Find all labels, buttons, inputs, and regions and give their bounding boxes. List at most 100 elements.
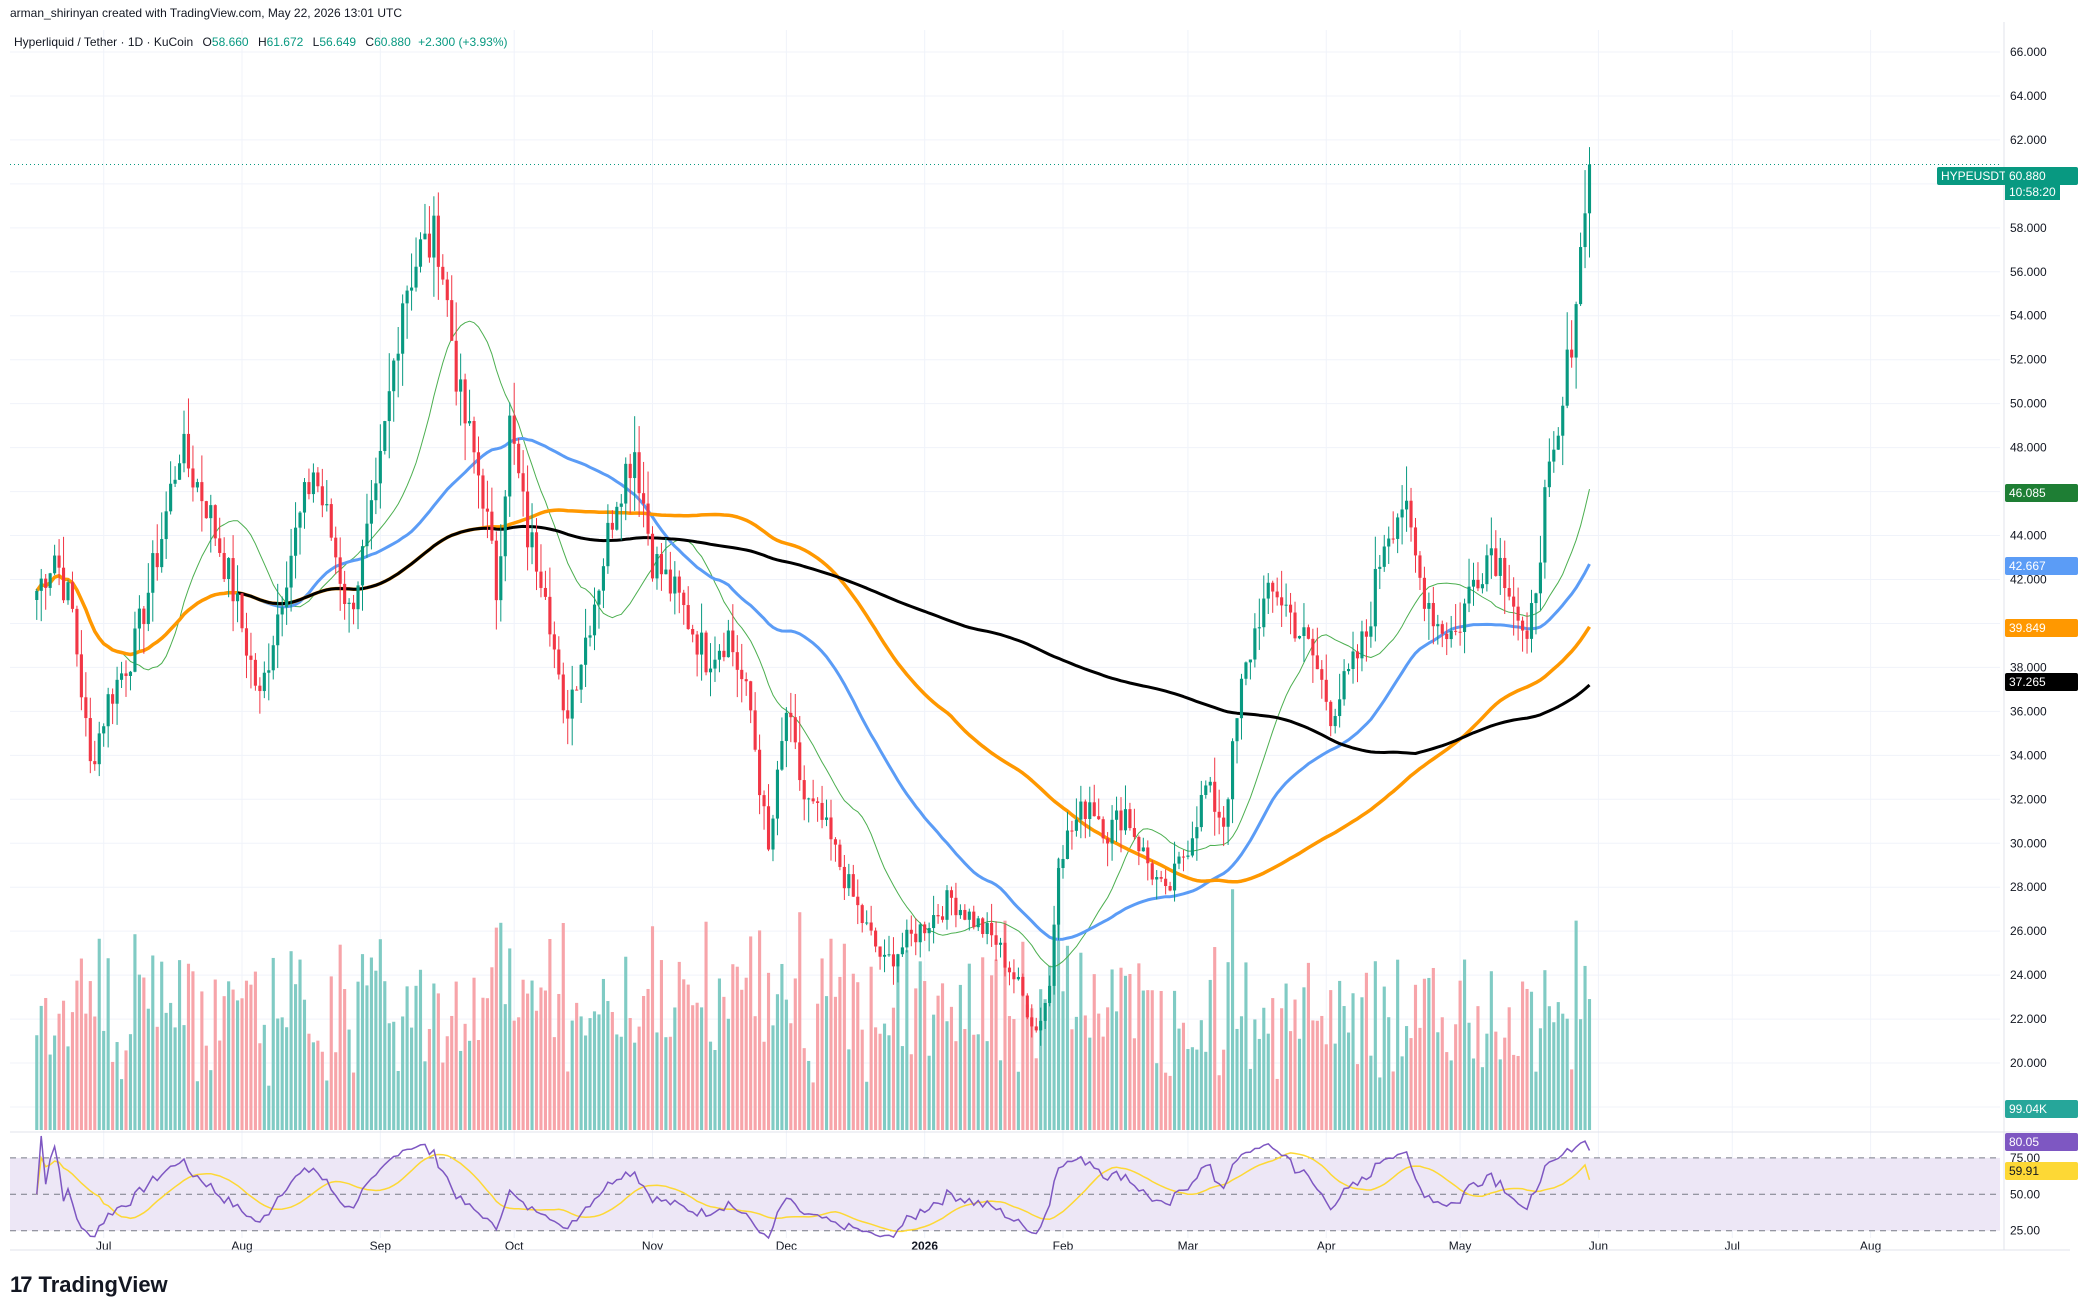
candle-body xyxy=(610,522,614,530)
volume-bar xyxy=(427,1028,431,1130)
candle-body xyxy=(1306,627,1310,639)
volume-bar xyxy=(682,979,686,1130)
candle-body xyxy=(186,433,191,469)
volume-bar xyxy=(744,977,748,1130)
candle-body xyxy=(882,954,887,957)
candle-body xyxy=(1061,858,1065,869)
candle-body xyxy=(450,300,454,341)
price-tick-label: 22.000 xyxy=(2010,1012,2047,1026)
volume-bar xyxy=(1525,988,1529,1130)
candle-body xyxy=(1137,836,1141,852)
candle-body xyxy=(766,806,771,850)
volume-bar xyxy=(387,1023,391,1130)
candle-body xyxy=(566,710,570,719)
volume-bar xyxy=(463,1023,467,1130)
candle-body xyxy=(1320,669,1324,680)
volume-bar xyxy=(869,966,873,1130)
volume-bar xyxy=(1565,1018,1569,1130)
volume-bar xyxy=(650,926,655,1130)
price-tick-label: 52.000 xyxy=(2010,353,2047,367)
candle-body xyxy=(811,798,815,802)
tradingview-logo[interactable]: 17 TradingView xyxy=(10,1272,168,1298)
volume-badge: 99.04K xyxy=(2005,1100,2078,1118)
volume-bar xyxy=(856,982,860,1130)
volume-bar xyxy=(1271,998,1275,1130)
time-tick-label: Aug xyxy=(1860,1239,1881,1253)
candle-body xyxy=(584,637,588,665)
volume-bar xyxy=(722,996,726,1130)
volume-bar xyxy=(923,981,927,1130)
volume-bar xyxy=(289,951,293,1130)
volume-bar xyxy=(1030,1008,1034,1130)
price-tick-label: 62.000 xyxy=(2010,133,2047,147)
volume-bar xyxy=(891,1007,896,1130)
volume-bar xyxy=(1570,1069,1574,1130)
volume-bar xyxy=(936,995,940,1130)
candle-body xyxy=(378,450,382,484)
candle-body xyxy=(798,742,802,781)
volume-bar xyxy=(84,1013,88,1130)
volume-bar xyxy=(570,1020,574,1130)
candle-body xyxy=(1052,924,1056,986)
volume-bar xyxy=(717,978,722,1130)
candle-body xyxy=(570,689,574,719)
volume-bar xyxy=(472,977,476,1130)
volume-bar xyxy=(1048,965,1052,1130)
last-price-badge: 60.880 xyxy=(2005,167,2078,185)
volume-bar xyxy=(267,1085,271,1130)
time-tick-label: Nov xyxy=(642,1239,663,1253)
volume-bar xyxy=(566,1071,570,1130)
volume-bar xyxy=(766,972,771,1130)
rsi-tick-label: 75.00 xyxy=(2010,1151,2040,1165)
candle-body xyxy=(1222,817,1226,827)
volume-bar xyxy=(1275,1078,1279,1130)
volume-bar xyxy=(1360,997,1364,1130)
candle-body xyxy=(1449,630,1453,640)
candle-body xyxy=(1248,659,1252,663)
volume-bar xyxy=(780,963,784,1130)
volume-bar xyxy=(842,943,846,1130)
volume-bar xyxy=(1181,1022,1186,1130)
candle-body xyxy=(762,795,766,807)
volume-bar xyxy=(1293,999,1297,1130)
volume-bar xyxy=(1552,1022,1556,1130)
close-label: C xyxy=(365,35,375,49)
candle-body xyxy=(410,287,414,291)
candle-body xyxy=(235,593,240,602)
volume-bar xyxy=(584,1035,588,1130)
candle-body xyxy=(356,585,360,610)
candle-body xyxy=(927,928,931,934)
candle-body xyxy=(700,632,704,655)
candle-body xyxy=(717,650,722,660)
volume-bar xyxy=(249,984,253,1130)
candle-body xyxy=(642,493,646,504)
candle-body xyxy=(146,592,150,625)
volume-bar xyxy=(1213,947,1217,1130)
volume-bar xyxy=(851,973,855,1130)
volume-bar xyxy=(160,961,164,1130)
volume-bar xyxy=(802,1048,806,1130)
volume-bar xyxy=(1476,1006,1480,1130)
symbol-legend[interactable]: Hyperliquid / Tether · 1D · KuCoin O58.6… xyxy=(14,35,508,49)
volume-bar xyxy=(1128,973,1132,1130)
volume-bar xyxy=(1217,1075,1221,1130)
volume-bar xyxy=(530,980,534,1130)
volume-bar xyxy=(1329,990,1333,1130)
candle-body xyxy=(1070,830,1074,832)
candle-body xyxy=(646,503,650,534)
candle-body xyxy=(668,569,672,594)
volume-bar xyxy=(436,993,440,1130)
candle-body xyxy=(280,607,284,615)
candle-body xyxy=(1074,819,1078,831)
candle-body xyxy=(878,946,882,957)
candle-body xyxy=(102,726,106,734)
candle-body xyxy=(932,915,936,929)
volume-bar xyxy=(302,999,307,1130)
volume-bar xyxy=(1342,1006,1346,1130)
volume-bar xyxy=(218,1040,222,1130)
time-tick-label: Feb xyxy=(1053,1239,1074,1253)
volume-bar xyxy=(1110,969,1114,1130)
time-tick-label: Aug xyxy=(231,1239,252,1253)
candle-body xyxy=(1235,718,1239,742)
